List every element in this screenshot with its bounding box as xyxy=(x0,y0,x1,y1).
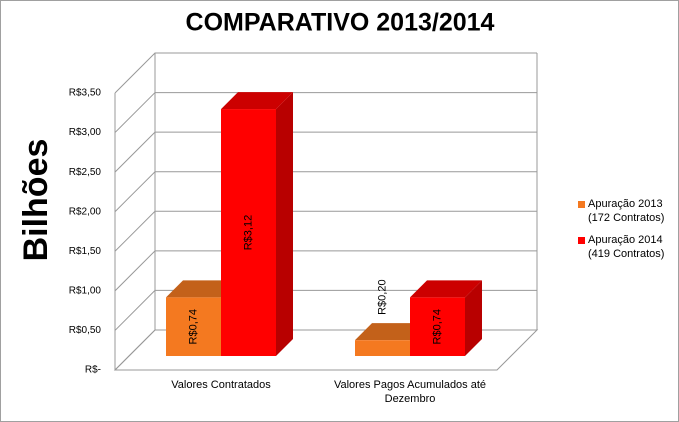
bar-top xyxy=(355,323,427,341)
grid-line xyxy=(114,210,537,252)
value-label: R$0,74 xyxy=(187,309,199,344)
grid-line xyxy=(114,131,537,173)
legend-swatch xyxy=(578,237,585,244)
y-tick-label: R$1,00 xyxy=(69,285,102,296)
value-label: R$3,12 xyxy=(242,215,254,250)
bar-top xyxy=(410,280,482,298)
y-tick-label: R$0,50 xyxy=(69,325,102,336)
y-tick-label: R$- xyxy=(85,365,101,376)
legend-label: Apuração 2013 (172 Contratos) xyxy=(588,198,665,224)
grid-line xyxy=(114,92,537,133)
bar xyxy=(355,340,410,356)
bar-side xyxy=(276,92,293,357)
y-tick-label: R$2,00 xyxy=(69,206,102,217)
grid-line xyxy=(114,171,537,213)
chart-title: COMPARATIVO 2013/2014 xyxy=(186,9,495,37)
legend-label: Apuração 2014 (419 Contratos) xyxy=(588,234,665,260)
x-tick-label: Valores Pagos Acumulados até Dezembro xyxy=(333,379,487,405)
bar xyxy=(221,109,276,357)
bar-top xyxy=(166,280,238,298)
x-tick-label: Valores Contratados xyxy=(171,379,271,391)
grid-line xyxy=(114,250,537,292)
value-label: R$0,20 xyxy=(376,279,388,314)
y-tick-label: R$3,00 xyxy=(69,127,102,138)
grid-line xyxy=(114,52,537,94)
y-tick-label: R$1,50 xyxy=(69,246,102,257)
y-tick-label: R$2,50 xyxy=(69,167,102,178)
bar xyxy=(410,297,465,356)
y-axis-label: Bilhões xyxy=(17,139,55,262)
grid-line xyxy=(114,289,537,331)
y-tick-label: R$3,50 xyxy=(69,88,102,99)
bar xyxy=(166,297,221,356)
bar-top xyxy=(221,92,293,110)
value-label: R$0,74 xyxy=(431,309,443,344)
legend-swatch xyxy=(578,201,585,208)
bar-side xyxy=(465,280,482,356)
